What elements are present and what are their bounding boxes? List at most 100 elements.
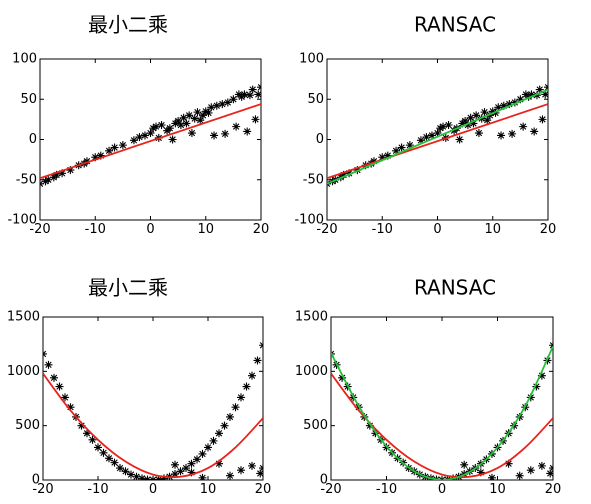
data-point (248, 461, 256, 470)
data-point (43, 349, 47, 358)
data-point (254, 90, 261, 99)
data-point (94, 443, 102, 452)
y-tick-label: 500 (303, 418, 328, 433)
data-point (519, 122, 528, 131)
data-point (176, 467, 185, 476)
data-point (476, 468, 485, 477)
data-point (187, 459, 196, 468)
plot-area (40, 83, 261, 188)
x-tick-label: -10 (376, 482, 397, 497)
y-tick-label: 1000 (7, 364, 40, 379)
data-point (127, 470, 135, 479)
axes-frame (42, 316, 264, 481)
data-point (527, 90, 536, 99)
data-point (105, 146, 114, 155)
data-point (212, 101, 221, 110)
data-point (174, 116, 183, 125)
y-tick-label: -50 (16, 172, 37, 187)
data-point (66, 166, 75, 175)
data-point (516, 95, 525, 104)
least-squares-fit-line (327, 103, 548, 179)
data-point (210, 131, 219, 140)
data-point (154, 475, 163, 480)
data-point (345, 169, 354, 178)
y-tick-label: 100 (299, 52, 324, 67)
data-point (231, 403, 240, 412)
x-tick-label: 0 (433, 222, 441, 237)
data-point (541, 90, 548, 99)
data-point (474, 129, 483, 138)
y-tick-label: 500 (15, 418, 40, 433)
data-point (152, 122, 161, 131)
data-point (168, 135, 177, 144)
axes-frame (326, 58, 549, 221)
x-tick-label: 0 (438, 482, 446, 497)
data-point (504, 459, 513, 468)
ransac-fit-line (327, 88, 548, 185)
data-point (96, 151, 105, 160)
data-point (455, 135, 464, 144)
data-point (196, 116, 205, 125)
x-tick-label: 0 (146, 222, 154, 237)
data-point (218, 100, 227, 109)
data-point (253, 356, 262, 365)
data-point (182, 119, 191, 128)
panel-bottom-right: RANSAC -20 -10 0 10 20 0 500 1000 1500 (295, 276, 561, 498)
x-tick-label: 20 (540, 222, 557, 237)
data-point (256, 469, 263, 478)
data-point (99, 448, 108, 457)
data-point (488, 107, 497, 116)
data-point (171, 460, 179, 469)
data-point (182, 464, 190, 473)
data-point (140, 131, 149, 140)
data-point (532, 382, 541, 391)
y-tick-label: 0 (316, 132, 324, 147)
data-point (201, 107, 210, 116)
x-tick-label: -20 (29, 222, 50, 237)
data-point (193, 455, 201, 464)
data-point (494, 103, 503, 112)
y-tick-label: 0 (29, 132, 37, 147)
data-point (146, 129, 155, 138)
y-tick-label: -100 (294, 213, 324, 228)
data-point (187, 468, 196, 477)
data-point (215, 459, 223, 468)
y-tick-label: -100 (7, 213, 37, 228)
x-tick-label: 20 (253, 222, 270, 237)
data-point (383, 151, 392, 160)
plot-area (43, 341, 263, 480)
data-point (220, 421, 229, 430)
data-point (88, 435, 97, 444)
data-point (198, 111, 207, 120)
data-point (436, 124, 445, 133)
data-point (422, 133, 431, 142)
data-point (510, 98, 519, 107)
data-point (132, 472, 141, 480)
x-tick-label: -20 (32, 482, 53, 497)
data-point (171, 470, 179, 479)
data-point (61, 393, 69, 402)
data-point (480, 108, 489, 117)
data-point (483, 116, 492, 125)
data-point (487, 473, 496, 480)
data-point (110, 458, 119, 467)
data-point (469, 119, 478, 128)
y-tick-label: 1500 (7, 310, 40, 325)
data-point (248, 85, 257, 94)
data-point (226, 471, 234, 480)
least-squares-fit-line (40, 103, 261, 179)
data-point (526, 466, 535, 475)
x-tick-label: -20 (320, 482, 341, 497)
data-point (365, 421, 374, 430)
x-tick-label: 20 (255, 482, 272, 497)
data-point (397, 143, 406, 152)
data-point (209, 436, 218, 445)
plot-area (327, 83, 548, 188)
data-point (207, 103, 216, 112)
data-point (110, 143, 119, 152)
data-point (546, 469, 553, 478)
data-point (485, 111, 494, 120)
x-tick-label: -10 (372, 222, 393, 237)
data-point (439, 122, 448, 131)
